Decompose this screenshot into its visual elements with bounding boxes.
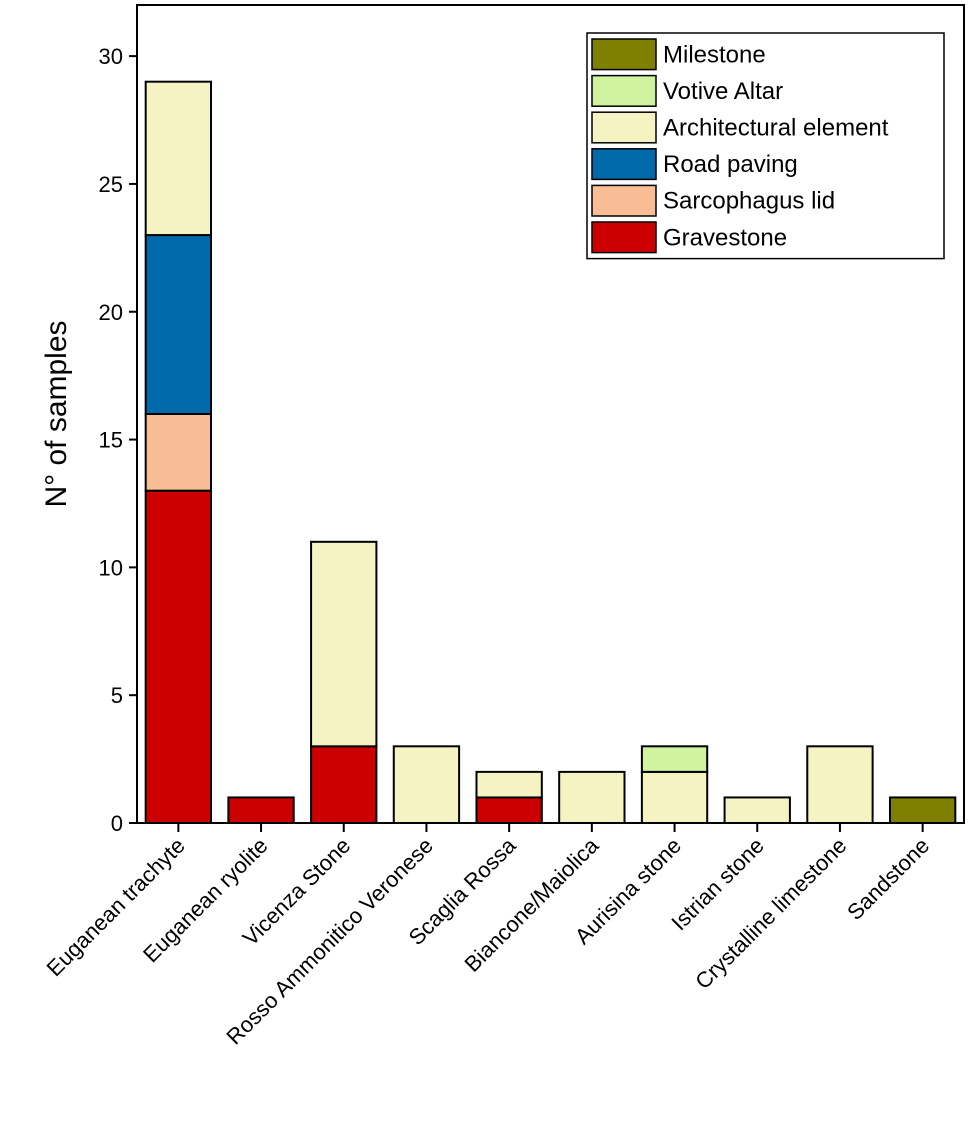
bar-istrian-stone-architectural-element bbox=[723, 796, 791, 825]
bar-sandstone-milestone bbox=[888, 796, 957, 825]
legend-swatch-milestone bbox=[591, 38, 657, 71]
y-axis: 0 5 10 15 20 25 30 bbox=[99, 44, 137, 836]
legend-label-road-paving: Road paving bbox=[663, 151, 798, 178]
y-tick-label: 10 bbox=[99, 555, 123, 580]
legend-label-votive-altar: Votive Altar bbox=[663, 78, 783, 105]
bar-scaglia-rossa-gravestone bbox=[475, 796, 543, 825]
legend-label-milestone: Milestone bbox=[663, 41, 766, 68]
y-tick-label: 30 bbox=[99, 44, 123, 69]
y-tick-label: 5 bbox=[111, 683, 123, 708]
y-tick-label: 15 bbox=[99, 428, 123, 453]
bar-vicenza-stone-gravestone bbox=[310, 745, 378, 824]
bar-euganean-trachyte-architectural-element bbox=[144, 80, 213, 237]
bar-rosso-ammonitico-veronese-architectural-element bbox=[392, 745, 461, 824]
legend-box bbox=[586, 32, 945, 260]
legend-swatch-architectural-element bbox=[591, 111, 657, 144]
bar-biancone-maiolica-architectural-element bbox=[558, 770, 626, 825]
legend-swatch-road-paving bbox=[591, 148, 657, 181]
legend-label-architectural-element: Architectural element bbox=[663, 115, 889, 142]
x-tick-label-euganean-trachyte: Euganean trachyte bbox=[42, 833, 190, 981]
bar-scaglia-rossa-architectural-element bbox=[475, 770, 543, 799]
bar-euganean-trachyte-gravestone bbox=[144, 489, 213, 824]
x-tick-label-sandstone: Sandstone bbox=[842, 833, 934, 925]
bar-vicenza-stone-architectural-element bbox=[310, 540, 378, 748]
bar-crystalline-limestone-architectural-element bbox=[806, 745, 874, 824]
legend-label-sarcophagus-lid: Sarcophagus lid bbox=[663, 188, 835, 215]
bars-layer bbox=[144, 80, 957, 825]
x-tick-label-crystalline-limestone: Crystalline limestone bbox=[690, 833, 851, 994]
y-tick-label: 25 bbox=[99, 172, 123, 197]
legend-swatch-sarcophagus-lid bbox=[591, 184, 657, 217]
legend-swatch-gravestone bbox=[591, 221, 657, 254]
bar-aurisina-stone-architectural-element bbox=[640, 770, 709, 825]
legend-label-gravestone: Gravestone bbox=[663, 224, 787, 251]
y-axis-title: N° of samples bbox=[40, 320, 73, 507]
y-tick-label: 0 bbox=[111, 811, 123, 836]
legend-swatch-votive-altar bbox=[591, 74, 657, 107]
legend: Milestone Votive Altar Architectural eleme… bbox=[586, 32, 945, 260]
plot-area-frame bbox=[136, 4, 965, 824]
bar-aurisina-stone-votive-altar bbox=[640, 745, 709, 773]
bar-euganean-trachyte-road-paving bbox=[144, 234, 213, 415]
y-tick-label: 20 bbox=[99, 300, 123, 325]
bar-euganean-ryolite-gravestone bbox=[227, 796, 295, 825]
bar-euganean-trachyte-sarcophagus-lid bbox=[144, 413, 213, 492]
